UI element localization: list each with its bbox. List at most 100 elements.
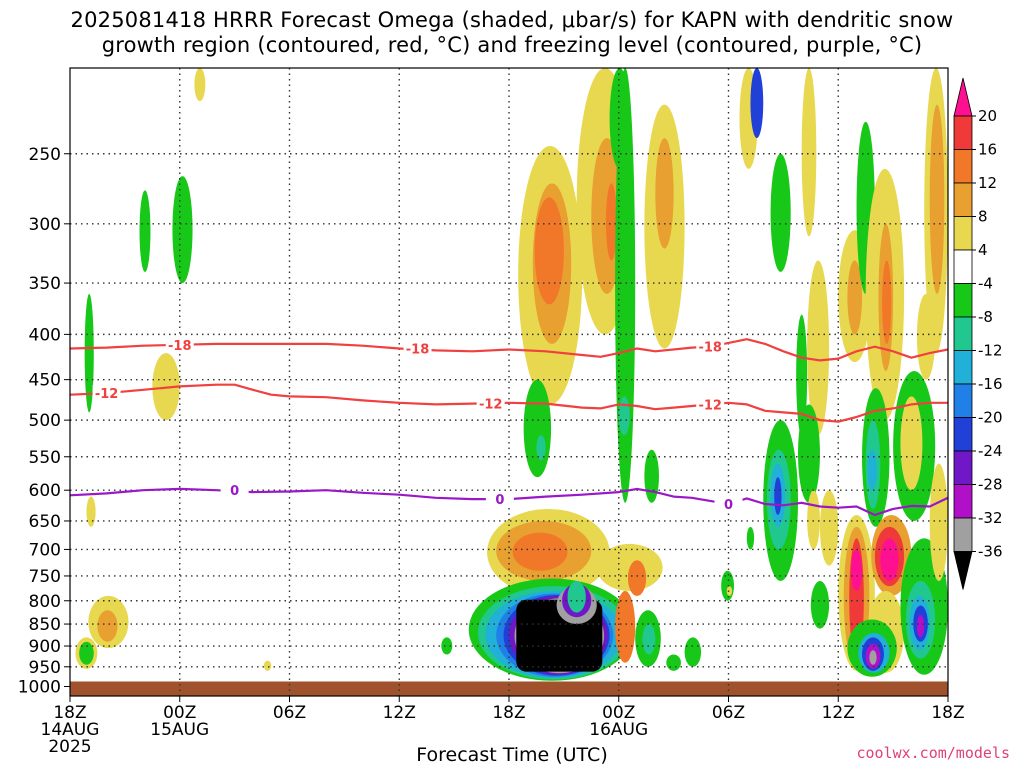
y-tick-label: 350 xyxy=(29,274,61,294)
colorbar-swatch xyxy=(953,216,973,251)
omega-shade xyxy=(774,477,782,516)
contour-label-bg xyxy=(696,396,725,413)
colorbar-swatch xyxy=(953,249,973,284)
omega-shade xyxy=(644,449,659,503)
y-tick-label: 750 xyxy=(29,567,61,587)
omega-shade xyxy=(721,570,734,601)
y-tick-label: 500 xyxy=(29,411,61,431)
x-tick-label: 06Z xyxy=(712,703,745,723)
omega-shade xyxy=(263,660,272,671)
omega-shade xyxy=(666,654,681,671)
chart-title-line-2: growth region (contoured, red, °C) and f… xyxy=(101,33,923,57)
omega-shade xyxy=(642,624,656,655)
omega-shade xyxy=(847,260,863,335)
temperature-contours: -18 -18 -18 -12 -12 -12 0 0 0 xyxy=(70,336,948,517)
x-axis-label: Forecast Time (UTC) xyxy=(416,744,608,766)
colorbar-swatch xyxy=(953,350,973,385)
colorbar-swatch xyxy=(953,450,973,485)
omega-shade xyxy=(194,68,206,102)
colorbar: 20 16 12 8 4 -4 -8 -12 -16 -20 -24 -28 -32 -36 xyxy=(953,77,1003,590)
y-tick-label: 900 xyxy=(29,637,61,657)
y-tick-label: 650 xyxy=(29,512,61,532)
omega-shade xyxy=(86,496,96,527)
x-tick-label: 18Z xyxy=(931,703,964,723)
omega-shade xyxy=(798,404,820,503)
omega-shade xyxy=(536,435,546,461)
colorbar-swatch xyxy=(953,417,973,452)
omega-shade xyxy=(770,153,791,272)
colorbar-label: -32 xyxy=(978,509,1003,527)
x-tick-label: 12Z xyxy=(822,703,855,723)
x-tick-label: 06Z xyxy=(273,703,306,723)
y-tick-label: 400 xyxy=(29,325,61,345)
colorbar-label: 12 xyxy=(978,174,997,192)
omega-shade xyxy=(867,449,877,491)
x-tick-label: 00Z xyxy=(602,703,635,723)
y-tick-label: 700 xyxy=(29,540,61,560)
y-tick-label: 250 xyxy=(29,145,61,165)
contour-label-bg xyxy=(92,385,121,402)
omega-shade xyxy=(819,490,839,566)
contour-label: -18 xyxy=(698,341,722,356)
contour-label-bg xyxy=(696,338,725,355)
contour-minus12 xyxy=(70,383,948,423)
y-tick-label: 950 xyxy=(29,658,61,678)
omega-shade xyxy=(726,586,733,596)
colorbar-bottom-arrow xyxy=(953,551,973,590)
colorbar-swatch xyxy=(953,283,973,318)
omega-shade xyxy=(916,614,925,638)
contour-label: -12 xyxy=(479,398,503,413)
y-tick-label: 450 xyxy=(29,371,61,391)
x-tick-label: 18Z xyxy=(53,703,86,723)
x-tick-label: 12Z xyxy=(383,703,416,723)
omega-shade xyxy=(139,190,151,272)
y-tick-label: 800 xyxy=(29,592,61,612)
omega-shade xyxy=(746,526,755,550)
x-tick-label: 16AUG xyxy=(589,720,648,740)
omega-shade xyxy=(172,176,193,284)
omega-shade xyxy=(801,68,817,237)
omega-shade xyxy=(880,538,899,582)
colorbar-swatch xyxy=(953,484,973,519)
omega-shade xyxy=(605,183,617,261)
y-tick-label: 550 xyxy=(29,448,61,468)
colorbar-swatch xyxy=(953,115,973,150)
x-tick-label: 18Z xyxy=(492,703,525,723)
contour-label: -12 xyxy=(698,398,722,413)
omega-shade xyxy=(627,560,647,596)
omega-shade xyxy=(929,104,945,294)
x-tick-label: 2025 xyxy=(48,737,91,757)
chart-title-line-1: 2025081418 HRRR Forecast Omega (shaded, … xyxy=(70,8,954,32)
colorbar-label: 20 xyxy=(978,107,997,125)
contour-label: -12 xyxy=(95,387,119,402)
contour-label: 0 xyxy=(230,484,239,499)
omega-shade xyxy=(916,293,936,380)
grid-lines xyxy=(70,68,948,696)
colorbar-label: -24 xyxy=(978,442,1003,460)
omega-shade xyxy=(929,463,948,582)
colorbar-swatch xyxy=(953,182,973,217)
omega-shading xyxy=(70,68,948,696)
contour-label: -18 xyxy=(406,343,430,358)
y-tick-label: 300 xyxy=(29,215,61,235)
omega-shade xyxy=(534,197,564,305)
omega-shade xyxy=(655,138,674,249)
omega-shade xyxy=(567,581,586,613)
omega-shade xyxy=(796,314,808,436)
colorbar-label: -20 xyxy=(978,409,1003,427)
colorbar-label: -4 xyxy=(978,275,993,293)
colorbar-label: -12 xyxy=(978,342,1003,360)
contour-label-bg xyxy=(714,496,743,513)
colorbar-label: -16 xyxy=(978,375,1003,393)
omega-shade xyxy=(900,396,923,491)
contour-0 xyxy=(70,487,948,517)
omega-shade xyxy=(512,532,568,571)
omega-shade xyxy=(807,490,820,550)
colorbar-top-arrow xyxy=(953,77,973,117)
omega-shade xyxy=(807,260,830,436)
omega-shade xyxy=(97,610,118,642)
omega-shade xyxy=(810,581,830,629)
contour-label: 0 xyxy=(724,498,733,513)
